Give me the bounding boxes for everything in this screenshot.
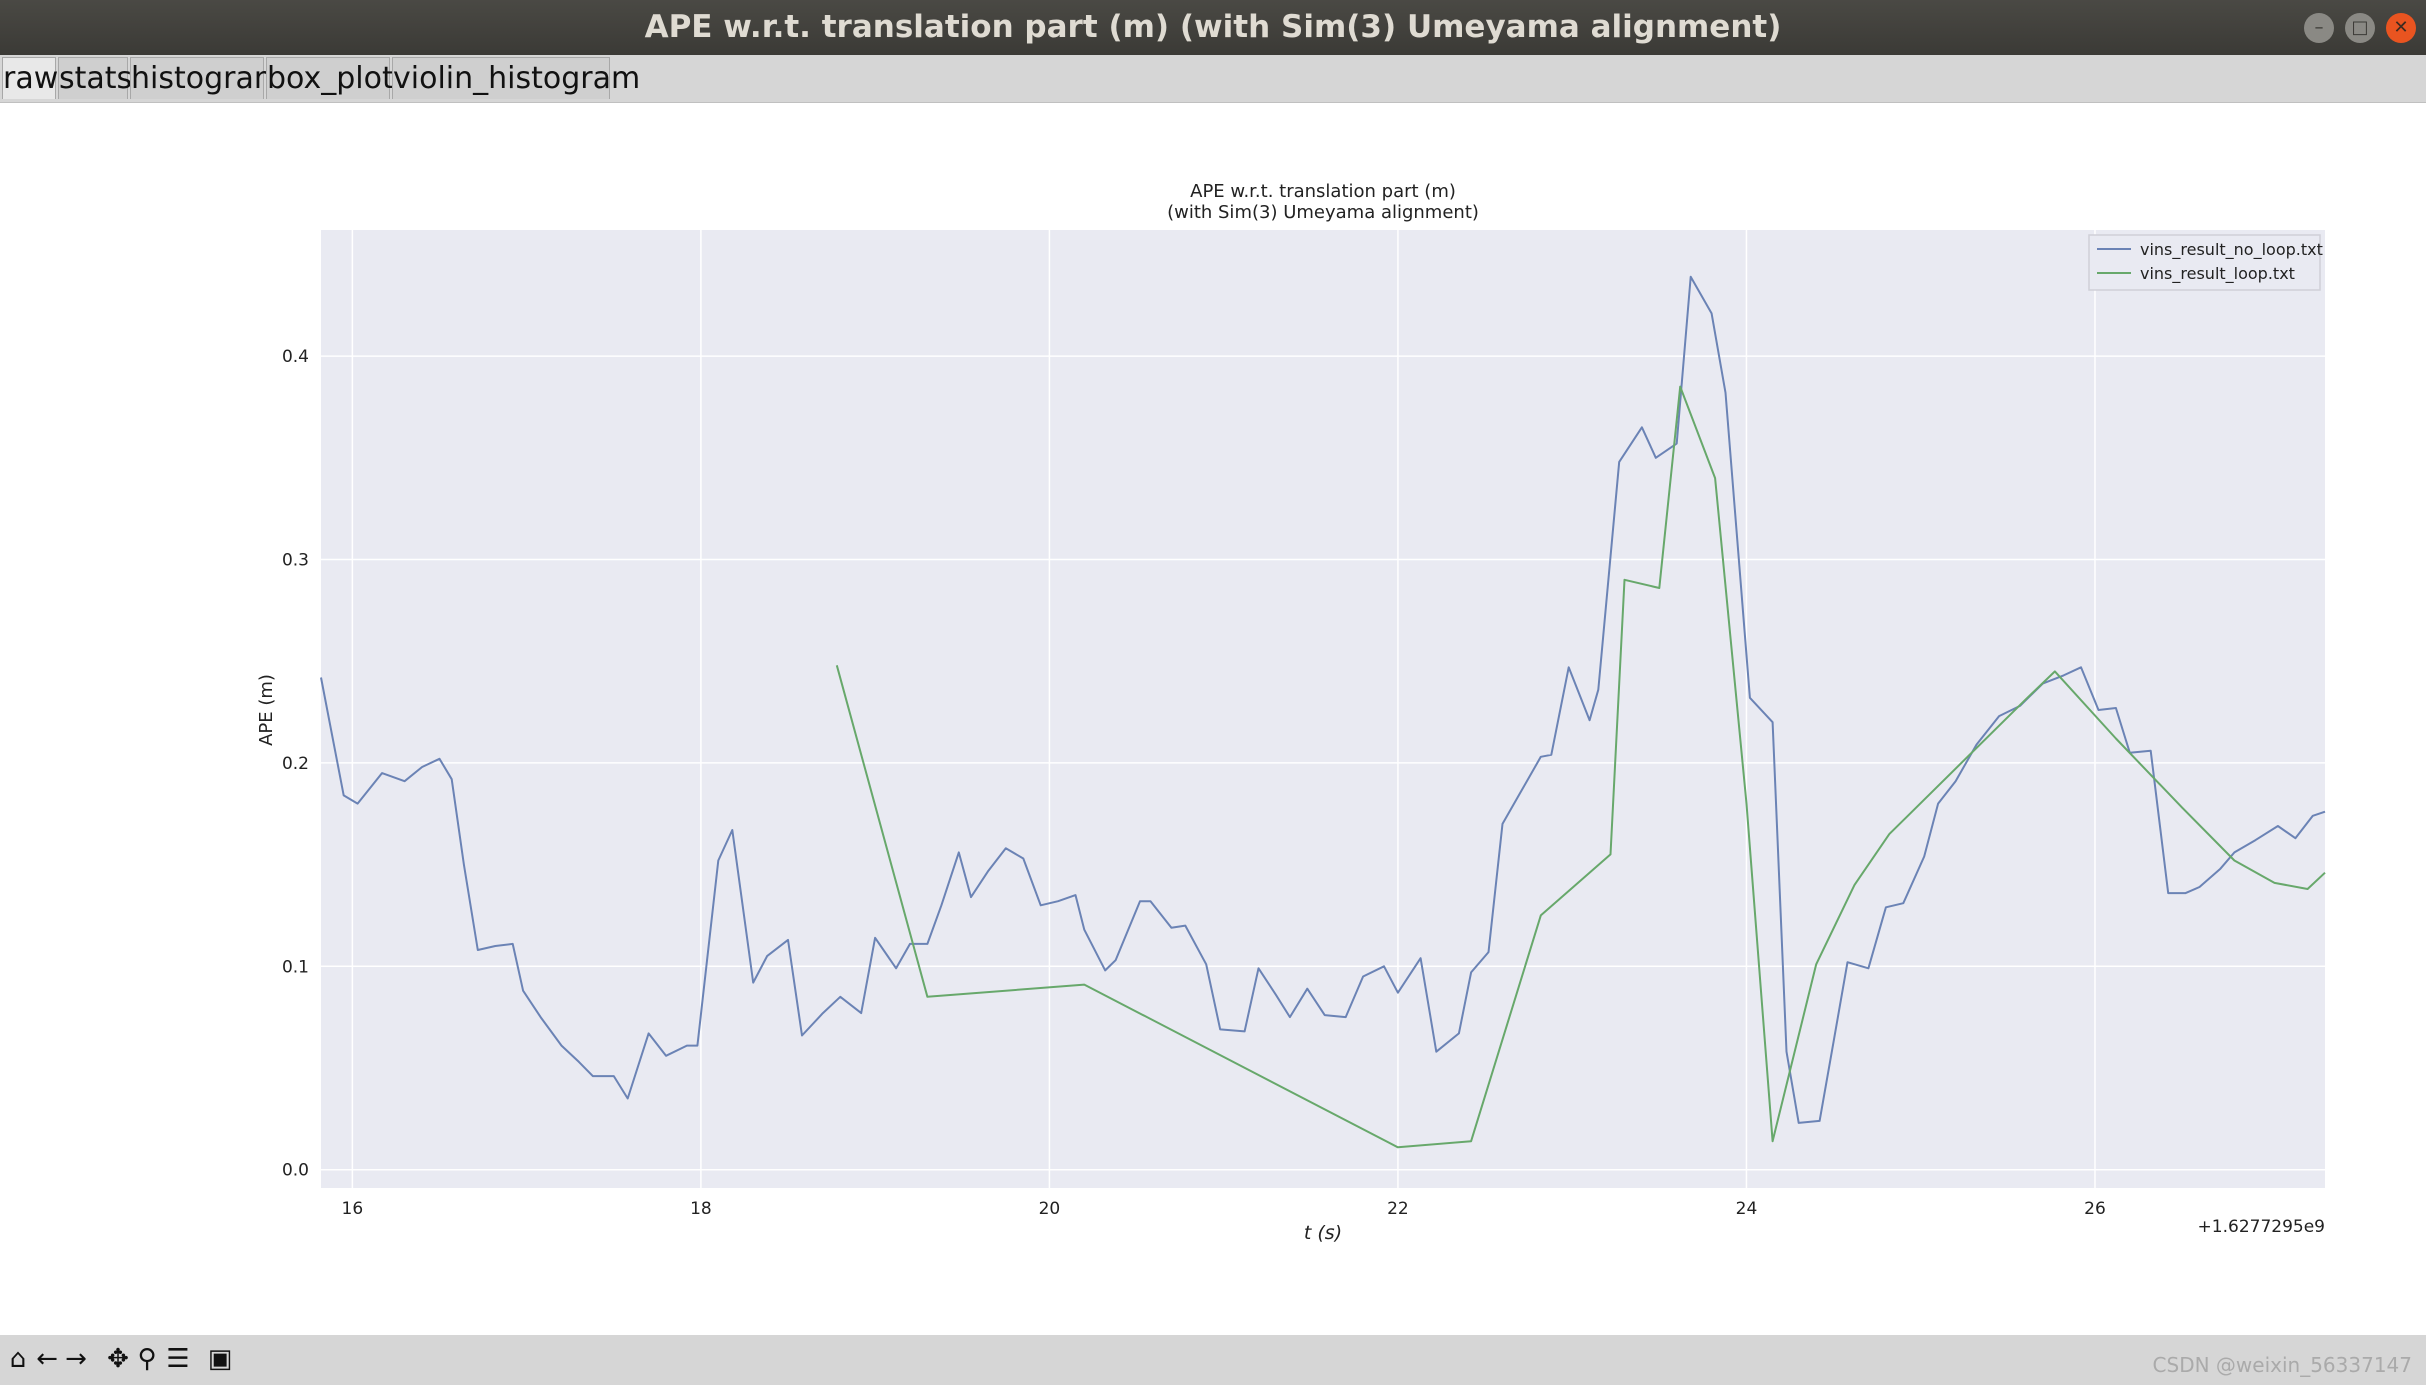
back-icon[interactable]: ←	[36, 1344, 58, 1374]
x-tick-label: 22	[1387, 1199, 1409, 1219]
save-icon[interactable]: ▣	[207, 1344, 233, 1374]
tab-stats[interactable]: stats	[58, 57, 132, 99]
close-icon[interactable]: ✕	[2386, 13, 2416, 43]
title-bar: APE w.r.t. translation part (m) (with Si…	[0, 0, 2426, 55]
x-offset-label: +1.6277295e9	[2198, 1217, 2325, 1237]
x-tick-label: 20	[1039, 1199, 1061, 1219]
tab-violin-histogram[interactable]: violin_histogram	[392, 57, 640, 99]
forward-icon[interactable]: →	[65, 1344, 87, 1374]
y-axis-label: APE (m)	[256, 674, 277, 746]
y-tick-label: 0.0	[282, 1161, 309, 1181]
ape-line-chart[interactable]: 16 18 20 22 24 26 0.0 0.1 0.2 0.3 0.4 APE w.r.t. t…	[0, 103, 2426, 1335]
chart-subtitle: (with Sim(3) Umeyama alignment)	[1167, 202, 1479, 223]
configure-icon[interactable]: ☰	[166, 1344, 190, 1374]
toolbar: ⌂ ← → ✥ ⚲ ☰ ▣	[0, 1335, 2426, 1385]
x-tick-label: 18	[690, 1199, 712, 1219]
x-tick-label: 26	[2084, 1199, 2106, 1219]
tab-histogram[interactable]: histogram	[130, 57, 283, 99]
tick-labels: 16 18 20 22 24 26 0.0 0.1 0.2 0.3 0.4	[282, 347, 2106, 1219]
legend-label-loop: vins_result_loop.txt	[2140, 264, 2295, 284]
chart-title: APE w.r.t. translation part (m)	[1190, 181, 1456, 202]
minimize-icon[interactable]: –	[2304, 13, 2334, 43]
tab-bar: raw stats histogram box_plot violin_hist…	[0, 55, 2426, 103]
plot-area: 16 18 20 22 24 26 0.0 0.1 0.2 0.3 0.4 APE w.r.t. t…	[0, 103, 2426, 1335]
zoom-icon[interactable]: ⚲	[137, 1344, 157, 1374]
y-tick-label: 0.4	[282, 347, 309, 367]
plot-background	[321, 230, 2325, 1188]
pan-icon[interactable]: ✥	[107, 1344, 129, 1374]
legend-label-no-loop: vins_result_no_loop.txt	[2140, 240, 2323, 260]
x-tick-label: 24	[1736, 1199, 1758, 1219]
y-tick-label: 0.3	[282, 551, 309, 571]
window-title: APE w.r.t. translation part (m) (with Si…	[644, 9, 1782, 45]
tab-box-plot[interactable]: box_plot	[266, 57, 394, 99]
x-axis-label: t (s)	[1304, 1222, 1342, 1244]
y-tick-label: 0.2	[282, 754, 309, 774]
watermark: CSDN @weixin_56337147	[2152, 1353, 2412, 1377]
tab-raw[interactable]: raw	[2, 57, 58, 99]
series-line-loop	[835, 385, 2326, 1149]
series-layer	[320, 275, 2326, 1149]
y-tick-label: 0.1	[282, 957, 309, 977]
grid-lines	[321, 230, 2325, 1188]
legend: vins_result_no_loop.txt vins_result_loop…	[2088, 234, 2323, 291]
maximize-icon[interactable]: □	[2345, 13, 2375, 43]
home-icon[interactable]: ⌂	[9, 1344, 27, 1374]
x-tick-label: 16	[342, 1199, 364, 1219]
